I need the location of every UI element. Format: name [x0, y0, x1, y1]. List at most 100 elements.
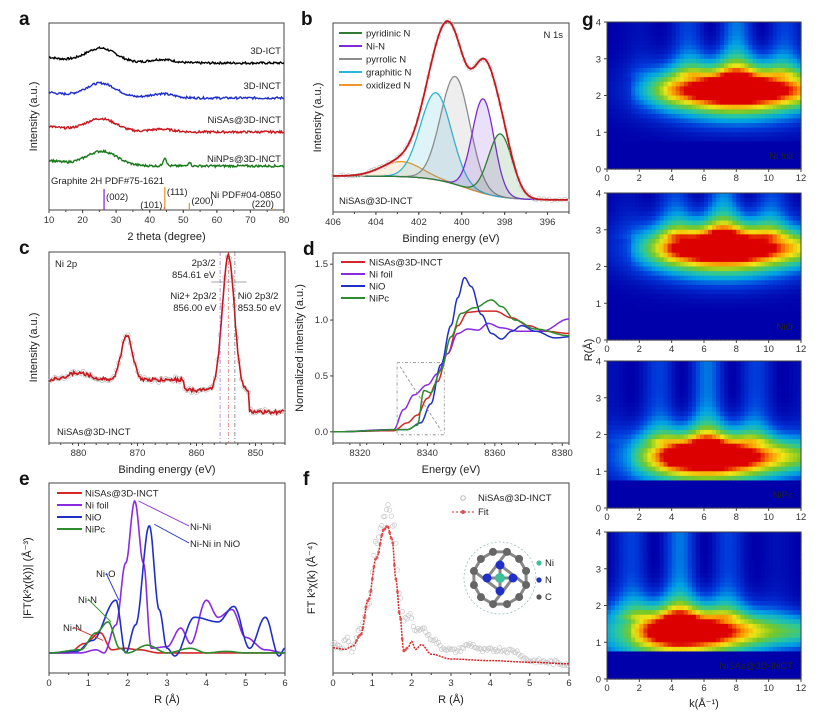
heatmap-cell: [712, 104, 717, 110]
heatmap-cell: [699, 284, 705, 291]
heatmap-cell: [627, 498, 632, 505]
heatmap-cell: [675, 132, 681, 138]
heatmap-cell: [691, 494, 697, 500]
heatmap-cell: [639, 220, 644, 226]
heatmap-cell: [655, 118, 661, 124]
heatmap-cell: [740, 411, 746, 417]
heatmap-cell: [732, 406, 737, 413]
y-tick-label: 3: [596, 225, 601, 236]
heatmap-cell: [712, 146, 717, 152]
heatmap-cell: [708, 248, 713, 254]
heatmap-cell: [671, 312, 677, 318]
heatmap-cell: [764, 95, 770, 101]
heatmap-cell: [728, 294, 733, 300]
heatmap-cell: [667, 406, 673, 413]
heatmap-cell: [651, 150, 657, 156]
heatmap-cell: [615, 326, 620, 332]
heatmap-cell: [687, 150, 693, 156]
heatmap-cell: [776, 330, 782, 337]
heatmap-cell: [708, 266, 713, 272]
heatmap-cell: [704, 31, 709, 37]
heatmap-cell: [732, 77, 737, 83]
heatmap-cell: [740, 317, 746, 323]
heatmap-cell: [788, 284, 794, 291]
heatmap-cell: [631, 370, 636, 376]
heatmap-cell: [639, 206, 644, 212]
heatmap-cell: [619, 452, 624, 459]
heatmap-cell: [619, 361, 624, 367]
heatmap-cell: [687, 229, 693, 235]
heatmap-cell: [623, 44, 628, 51]
heatmap-cell: [627, 238, 632, 245]
heatmap-cell: [752, 67, 758, 74]
heatmap-cell: [675, 480, 681, 486]
heatmap-cell: [635, 298, 640, 304]
heatmap-cell: [659, 393, 665, 399]
heatmap-cell: [619, 411, 624, 417]
heatmap-cell: [611, 280, 616, 286]
heatmap-cell: [712, 123, 717, 129]
heatmap-cell: [720, 193, 725, 199]
heatmap-cell: [643, 81, 649, 87]
heatmap-cell: [764, 335, 770, 341]
heatmap-cell: [784, 26, 790, 32]
heatmap-cell: [679, 35, 685, 41]
heatmap-cell: [780, 193, 786, 199]
heatmap-cell: [607, 141, 612, 147]
heatmap-cell: [619, 104, 624, 110]
heatmap-cell: [792, 335, 798, 341]
heatmap-cell: [796, 113, 802, 120]
heatmap-cell: [671, 294, 677, 300]
heatmap-cell: [760, 243, 766, 249]
heatmap-cell: [611, 393, 616, 399]
heatmap-cell: [748, 127, 754, 133]
heatmap-cell: [683, 317, 689, 323]
heatmap-cell: [635, 361, 640, 367]
heatmap-cell: [708, 475, 713, 482]
heatmap-cell: [728, 261, 733, 268]
heatmap-cell: [663, 480, 669, 486]
heatmap-cell: [728, 457, 733, 463]
heatmap-cell: [732, 109, 737, 115]
heatmap-cell: [631, 206, 636, 212]
x-tick-label: 406: [325, 217, 341, 228]
heatmap-cell: [732, 155, 737, 161]
heatmap-cell: [764, 58, 770, 64]
heatmap-cell: [788, 220, 794, 226]
heatmap-cell: [764, 155, 770, 161]
heatmap-cell: [728, 379, 733, 385]
heatmap-cell: [748, 321, 754, 327]
heatmap-cell: [623, 374, 628, 380]
heatmap-cell: [675, 452, 681, 459]
heatmap-cell: [659, 72, 665, 78]
heatmap-cell: [708, 225, 713, 231]
heatmap-cell: [704, 26, 709, 32]
heatmap-cell: [704, 132, 709, 138]
heatmap-cell: [651, 489, 657, 495]
heatmap-cell: [647, 289, 653, 295]
heatmap-cell: [740, 284, 746, 291]
heatmap-cell: [651, 100, 657, 106]
heatmap-cell: [728, 257, 733, 263]
heatmap-cell: [732, 26, 737, 32]
heatmap-cell: [756, 90, 762, 97]
heatmap-cell: [748, 294, 754, 300]
heatmap-cell: [627, 416, 632, 422]
heatmap-cell: [768, 123, 774, 129]
heatmap-cell: [768, 146, 774, 152]
heatmap-cell: [615, 113, 620, 120]
heatmap-cell: [679, 67, 685, 74]
heatmap-cell: [776, 275, 782, 281]
heatmap-cell: [796, 220, 802, 226]
heatmap-cell: [639, 31, 644, 37]
heatmap-cell: [712, 335, 717, 341]
heatmap-cell: [639, 498, 644, 505]
heatmap-cell: [619, 429, 624, 436]
heatmap-cell: [671, 215, 677, 222]
heatmap-cell: [639, 229, 644, 235]
heatmap-cell: [607, 397, 612, 403]
heatmap-cell: [752, 280, 758, 286]
heatmap-cell: [635, 104, 640, 110]
heatmap-cell: [768, 113, 774, 120]
heatmap-cell: [635, 159, 640, 166]
